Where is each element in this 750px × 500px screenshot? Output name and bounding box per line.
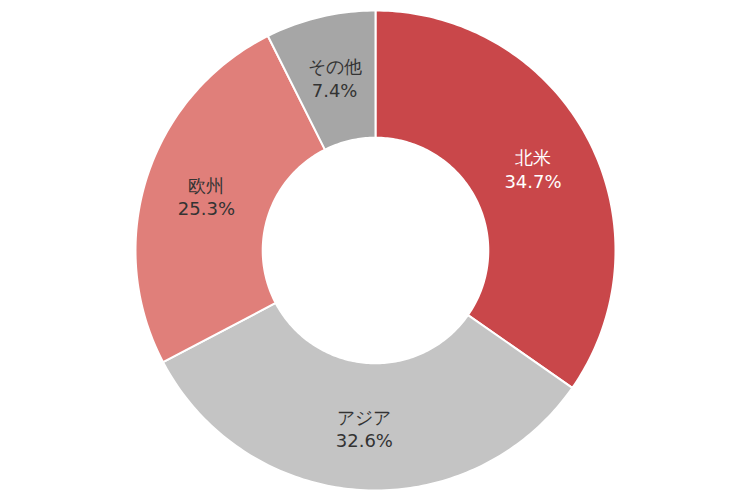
- svg-text:欧州25.3%: 欧州25.3%: [178, 175, 235, 219]
- svg-text:その他7.4%: その他7.4%: [308, 56, 362, 100]
- svg-text:アジア32.6%: アジア32.6%: [336, 407, 393, 451]
- svg-text:北米34.7%: 北米34.7%: [504, 147, 561, 191]
